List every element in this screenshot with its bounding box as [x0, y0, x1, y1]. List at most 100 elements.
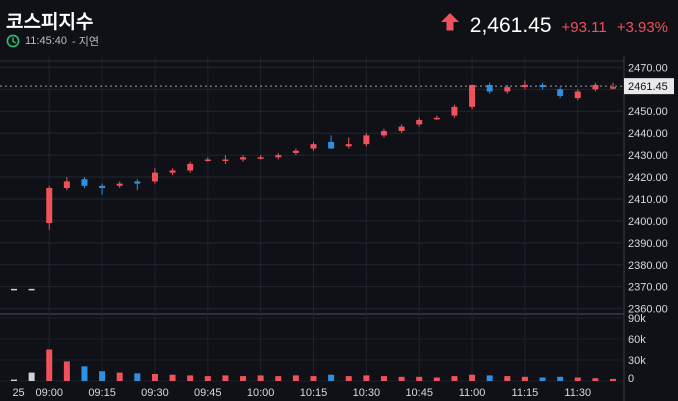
time-tick-label: 11:00 [459, 387, 486, 399]
price-tick-label: 2410.00 [628, 194, 668, 206]
update-status: 11:45:40 - 지연 [6, 33, 99, 49]
candle-body [46, 188, 53, 224]
candle-body [592, 84, 599, 90]
price-change: +93.11 [561, 19, 607, 36]
candle-body [345, 144, 352, 147]
volume-bar [328, 374, 335, 381]
volume-bar [63, 361, 70, 381]
volume-tick-label: 90k [628, 313, 646, 325]
volume-bar [46, 349, 53, 381]
candle-body [81, 179, 88, 186]
candle-body [328, 141, 335, 149]
candle-body [610, 87, 616, 89]
volume-bar [134, 373, 141, 381]
volume-bar [504, 376, 511, 381]
arrow-up-icon [440, 13, 459, 31]
candle-body [134, 181, 141, 184]
candle-body [99, 185, 106, 188]
volume-bar [521, 376, 528, 381]
time-tick-label: 11:15 [512, 387, 539, 399]
candle-body [557, 89, 564, 96]
chart-grid [0, 56, 625, 401]
price-tick-label: 2420.00 [628, 172, 668, 184]
volume-bar [610, 378, 616, 381]
price-tick-label: 2430.00 [628, 150, 668, 162]
volume-bar [275, 376, 282, 381]
index-title: 코스피지수 [6, 12, 94, 33]
volume-tick-label: 30k [628, 355, 646, 367]
price-change-percent: +3.93% [616, 19, 668, 36]
volume-bar [99, 371, 106, 381]
time-tick-label: 10:15 [300, 387, 328, 399]
time-tick-label: 09:00 [35, 387, 63, 399]
candlestick-chart[interactable]: 2470.002460.002450.002440.002430.002420.… [0, 56, 678, 401]
price-summary: 2,461.45 +93.11 +3.93% [440, 12, 668, 38]
candle-body [310, 144, 317, 149]
candle-body [116, 183, 123, 186]
clock-icon [6, 34, 20, 48]
volume-bar [380, 376, 387, 381]
candle-body [451, 106, 458, 116]
time-tick-label: 09:30 [141, 387, 169, 399]
candle-body [28, 288, 35, 291]
price-tick-label: 2370.00 [628, 282, 668, 294]
candle-body [222, 159, 229, 161]
volume-bar [116, 372, 123, 381]
volume-bars-layer [11, 349, 616, 381]
volume-bar [416, 376, 423, 381]
price-tick-label: 2450.00 [628, 106, 668, 118]
volume-bar [398, 376, 405, 381]
volume-bar [469, 374, 476, 381]
candle-body [63, 181, 70, 188]
price-tick-label: 2400.00 [628, 216, 668, 228]
last-price-tag: 2461.45 [624, 78, 674, 95]
candle-body [187, 163, 194, 171]
volume-bar [187, 375, 194, 381]
time-tick-label: 11:30 [564, 387, 591, 399]
candle-body [539, 84, 546, 88]
time-tick-label: 25 [12, 387, 24, 399]
time-tick-label: 10:30 [353, 387, 381, 399]
last-price-tag-text: 2461.45 [628, 81, 668, 93]
delay-label: - 지연 [72, 36, 99, 48]
volume-bar [539, 377, 546, 381]
candle-body [204, 159, 211, 161]
candle-body [257, 157, 264, 159]
candle-body [363, 135, 370, 145]
candle-body [398, 126, 405, 131]
volume-bar [169, 374, 176, 381]
candle-body [416, 120, 423, 125]
volume-bar [433, 377, 440, 381]
volume-axis: 90k 60k 30k 0 [628, 313, 646, 385]
price-tick-label: 2390.00 [628, 238, 668, 250]
time-tick-label: 09:15 [88, 387, 116, 399]
time-gridlines [48, 56, 579, 381]
candle-body [433, 117, 440, 120]
volume-bar [557, 376, 564, 381]
volume-bar [574, 377, 581, 381]
candles-layer [11, 80, 616, 291]
volume-bar [310, 376, 317, 381]
volume-bar [257, 375, 264, 381]
candle-body [469, 84, 476, 107]
candle-body [504, 87, 511, 92]
price-tick-label: 2360.00 [628, 304, 668, 316]
candle-body [486, 84, 493, 92]
volume-bar [292, 375, 299, 381]
volume-bar [222, 375, 229, 381]
price-tick-label: 2380.00 [628, 260, 668, 272]
volume-bar [592, 378, 599, 381]
volume-bar [363, 375, 370, 381]
time-tick-label: 10:00 [247, 387, 275, 399]
volume-tick-label: 0 [628, 373, 634, 385]
last-price-tag-bg [624, 78, 674, 95]
time-tick-label: 09:45 [194, 387, 222, 399]
quote-header: 코스피지수 11:45:40 - 지연 2,461.45 +93.11 +3.9… [0, 0, 678, 56]
volume-bar [151, 374, 158, 381]
price-tick-label: 2470.00 [628, 62, 668, 74]
volume-bar [28, 372, 35, 381]
candle-body [240, 157, 247, 160]
volume-bar [204, 376, 211, 381]
volume-bar [240, 376, 247, 381]
volume-bar [451, 376, 458, 381]
